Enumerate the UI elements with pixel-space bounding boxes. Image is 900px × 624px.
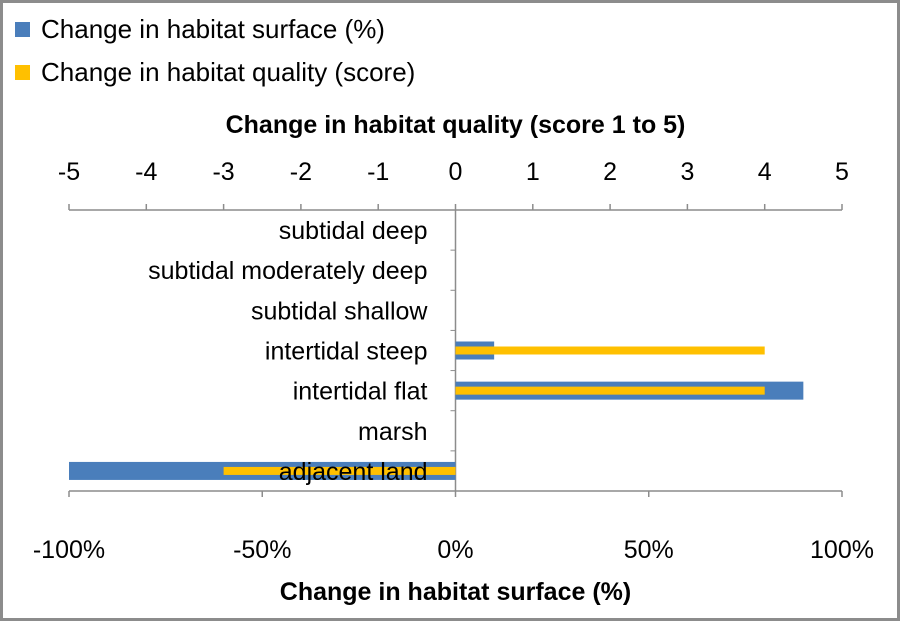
bottom-tick-label: -100% [33, 536, 105, 564]
category-label: intertidal flat [293, 378, 428, 406]
legend-label-1: Change in habitat surface (%) [41, 14, 385, 44]
top-tick-label: -3 [212, 158, 234, 186]
bottom-axis-title: Change in habitat surface (%) [280, 578, 631, 606]
quality-bar [455, 346, 765, 355]
top-tick-label: 1 [526, 158, 540, 186]
top-tick-label: 4 [758, 158, 772, 186]
quality-bar [455, 386, 765, 395]
category-label: subtidal shallow [251, 297, 428, 325]
bottom-tick-label: 50% [624, 536, 674, 564]
bottom-tick-label: 100% [810, 536, 874, 564]
legend-swatch-1 [15, 22, 30, 37]
category-label: marsh [358, 418, 427, 446]
top-axis-title: Change in habitat quality (score 1 to 5) [226, 111, 686, 139]
legend-label-2: Change in habitat quality (score) [41, 57, 415, 87]
category-label: intertidal steep [265, 338, 428, 366]
quality-bar [223, 466, 456, 475]
top-tick-label: 0 [449, 158, 463, 186]
habitat-change-chart: Change in habitat surface (%) Change in h… [15, 14, 874, 606]
category-label: subtidal moderately deep [148, 257, 427, 285]
top-tick-label: 3 [680, 158, 694, 186]
bottom-tick-label: 0% [437, 536, 473, 564]
bottom-tick-label: -50% [233, 536, 291, 564]
top-tick-label: -2 [290, 158, 312, 186]
top-tick-label: 2 [603, 158, 617, 186]
legend-swatch-2 [15, 65, 30, 80]
top-tick-label: 5 [835, 158, 849, 186]
category-label: subtidal deep [279, 217, 428, 245]
top-tick-label: -5 [58, 158, 80, 186]
top-tick-label: -1 [367, 158, 389, 186]
top-tick-label: -4 [135, 158, 157, 186]
category-label: adjacent land [279, 458, 428, 486]
